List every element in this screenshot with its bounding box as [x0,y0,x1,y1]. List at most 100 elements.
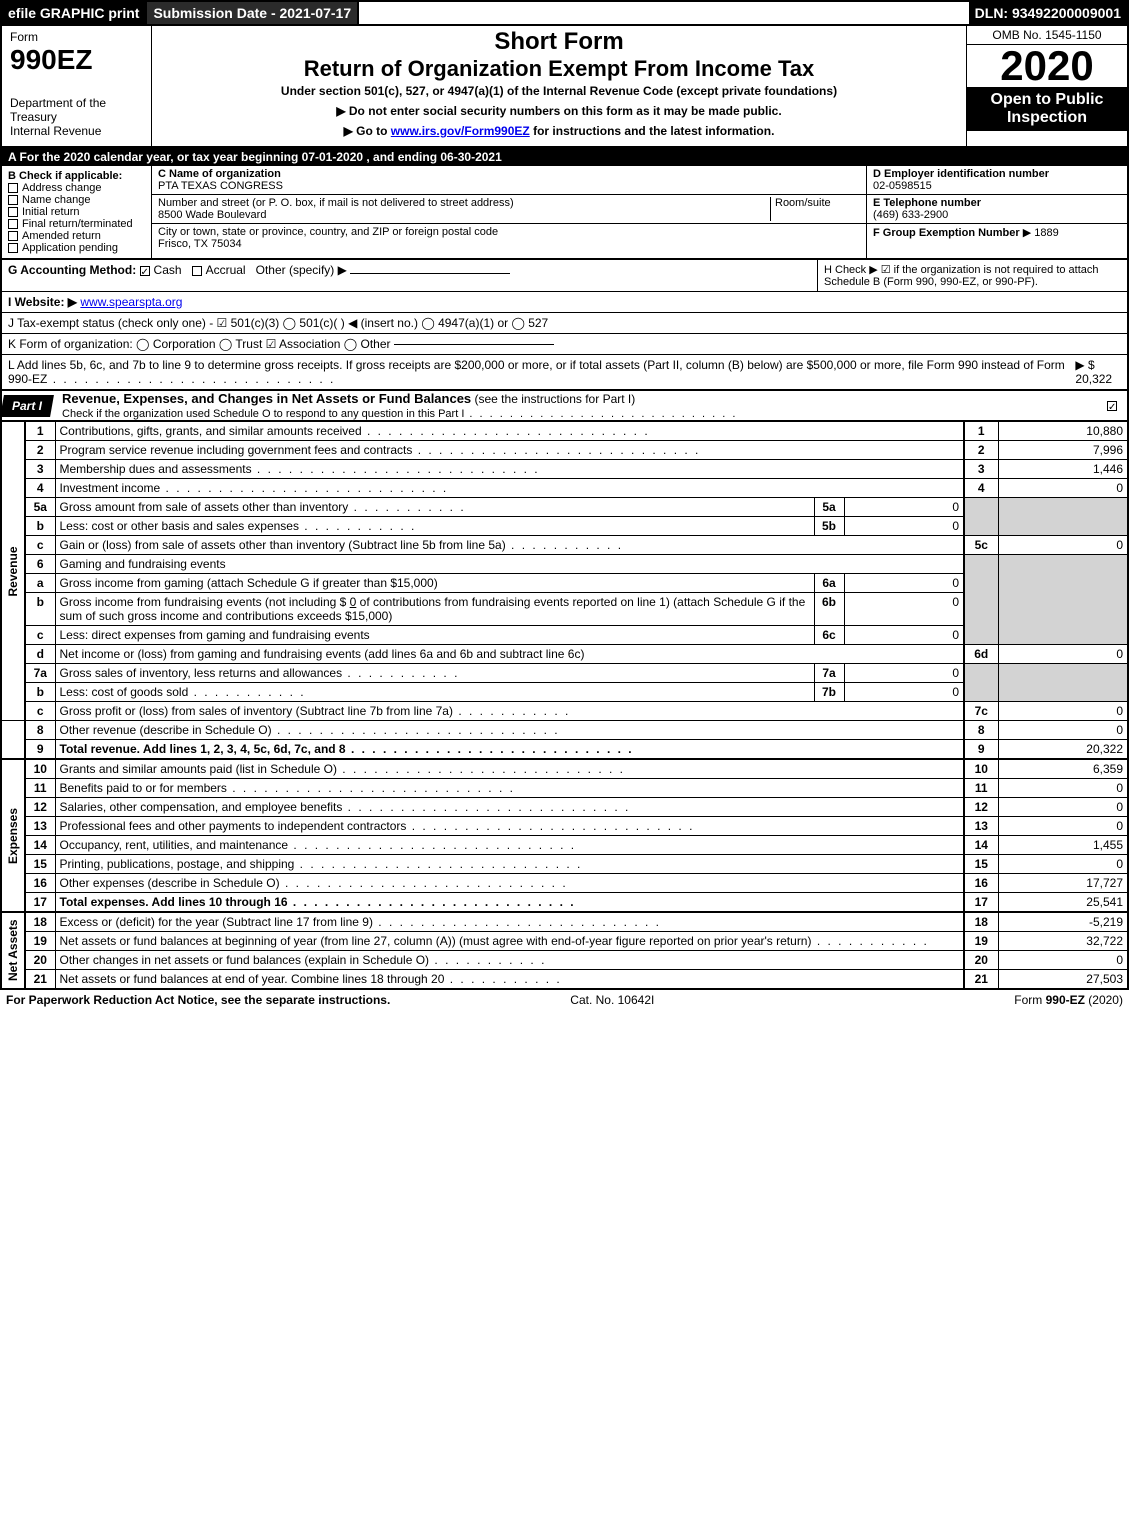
chk-cash[interactable] [140,266,150,276]
line-i-website: I Website: ▶ www.spearspta.org [0,292,1129,313]
ln-21: 21 [25,970,55,990]
rv-6d: 0 [998,645,1128,664]
irs-link[interactable]: www.irs.gov/Form990EZ [391,124,530,138]
lbl-name-change: Name change [22,194,91,206]
form-header: Form 990EZ Department of the Treasury In… [0,26,1129,148]
desc-7b: Less: cost of goods sold [55,683,814,702]
chk-accrual[interactable] [192,266,202,276]
efile-print-button[interactable]: efile GRAPHIC print [2,2,147,24]
telephone-label: E Telephone number [873,197,1121,209]
ln-17: 17 [25,893,55,913]
rv-9: 20,322 [998,740,1128,760]
accounting-method-label: G Accounting Method: [8,263,136,277]
part-i-check-text: Check if the organization used Schedule … [62,408,737,420]
rn-1: 1 [964,422,998,441]
part-i-header: Part I Revenue, Expenses, and Changes in… [0,391,1129,422]
ln-12: 12 [25,798,55,817]
notice-link: ▶ Go to www.irs.gov/Form990EZ for instru… [160,124,958,138]
ln-6c: c [25,626,55,645]
other-specify-input[interactable] [350,273,510,274]
city-label: City or town, state or province, country… [158,226,860,238]
rv-21: 27,503 [998,970,1128,990]
rv-12: 0 [998,798,1128,817]
form-subtitle: Under section 501(c), 527, or 4947(a)(1)… [160,84,958,98]
desc-17: Total expenses. Add lines 10 through 16 [55,893,964,913]
rn-5c: 5c [964,536,998,555]
chk-application-pending[interactable] [8,243,18,253]
desc-8: Other revenue (describe in Schedule O) [55,721,964,740]
desc-15: Printing, publications, postage, and shi… [55,855,964,874]
rn-9: 9 [964,740,998,760]
sv-5b: 0 [844,517,964,536]
department-label: Department of the Treasury Internal Reve… [10,96,143,138]
desc-13: Professional fees and other payments to … [55,817,964,836]
row-g-h: G Accounting Method: Cash Accrual Other … [0,260,1129,292]
desc-11: Benefits paid to or for members [55,779,964,798]
ln-5a: 5a [25,498,55,517]
desc-16: Other expenses (describe in Schedule O) [55,874,964,893]
chk-address-change[interactable] [8,183,18,193]
group-exemption-label: F Group Exemption Number [873,227,1020,239]
sn-6a: 6a [814,574,844,593]
desc-3: Membership dues and assessments [55,460,964,479]
ln-8: 8 [25,721,55,740]
form-title-long: Return of Organization Exempt From Incom… [160,56,958,82]
ln-7c: c [25,702,55,721]
sv-7a: 0 [844,664,964,683]
sn-6c: 6c [814,626,844,645]
website-link[interactable]: www.spearspta.org [80,295,182,309]
footer-catno: Cat. No. 10642I [570,993,654,1007]
open-public-badge: Open to Public Inspection [967,87,1127,131]
desc-5b: Less: cost or other basis and sales expe… [55,517,814,536]
chk-initial-return[interactable] [8,207,18,217]
rn-13: 13 [964,817,998,836]
ln-5b: b [25,517,55,536]
notice-post: for instructions and the latest informat… [530,124,775,138]
desc-6b: Gross income from fundraising events (no… [55,593,814,626]
rn-21: 21 [964,970,998,990]
lbl-cash: Cash [154,263,182,277]
chk-name-change[interactable] [8,195,18,205]
rn-18: 18 [964,912,998,932]
submission-date: Submission Date - 2021-07-17 [147,2,359,24]
ln-5c: c [25,536,55,555]
desc-14: Occupancy, rent, utilities, and maintena… [55,836,964,855]
rv-2: 7,996 [998,441,1128,460]
org-name: PTA TEXAS CONGRESS [158,180,860,192]
lines-table: Revenue 1 Contributions, gifts, grants, … [0,422,1129,990]
rn-17: 17 [964,893,998,913]
lbl-address-change: Address change [22,182,102,194]
desc-19: Net assets or fund balances at beginning… [55,932,964,951]
sn-7a: 7a [814,664,844,683]
chk-schedule-o[interactable] [1107,401,1117,411]
rv-11: 0 [998,779,1128,798]
rv-10: 6,359 [998,759,1128,779]
rv-19: 32,722 [998,932,1128,951]
sn-5a: 5a [814,498,844,517]
form-number: 990EZ [10,44,143,76]
desc-9: Total revenue. Add lines 1, 2, 3, 4, 5c,… [55,740,964,760]
lbl-accrual: Accrual [206,263,246,277]
page-footer: For Paperwork Reduction Act Notice, see … [0,990,1129,1010]
line-k-text: K Form of organization: ◯ Corporation ◯ … [8,337,391,351]
line-a-tax-year: A For the 2020 calendar year, or tax yea… [0,148,1129,166]
notice-pre: ▶ Go to [344,124,391,138]
other-org-input[interactable] [394,344,554,345]
revenue-side-label: Revenue [1,422,25,721]
rv-7c: 0 [998,702,1128,721]
ln-2: 2 [25,441,55,460]
rv-20: 0 [998,951,1128,970]
ln-13: 13 [25,817,55,836]
desc-10: Grants and similar amounts paid (list in… [55,759,964,779]
chk-final-return[interactable] [8,219,18,229]
box-b: B Check if applicable: Address change Na… [2,166,152,258]
rv-14: 1,455 [998,836,1128,855]
street-label: Number and street (or P. O. box, if mail… [158,197,514,209]
room-suite-label: Room/suite [770,197,860,221]
desc-5a: Gross amount from sale of assets other t… [55,498,814,517]
line-k-org-form: K Form of organization: ◯ Corporation ◯ … [0,334,1129,355]
chk-amended-return[interactable] [8,231,18,241]
desc-12: Salaries, other compensation, and employ… [55,798,964,817]
rn-2: 2 [964,441,998,460]
lbl-amended-return: Amended return [22,230,101,242]
